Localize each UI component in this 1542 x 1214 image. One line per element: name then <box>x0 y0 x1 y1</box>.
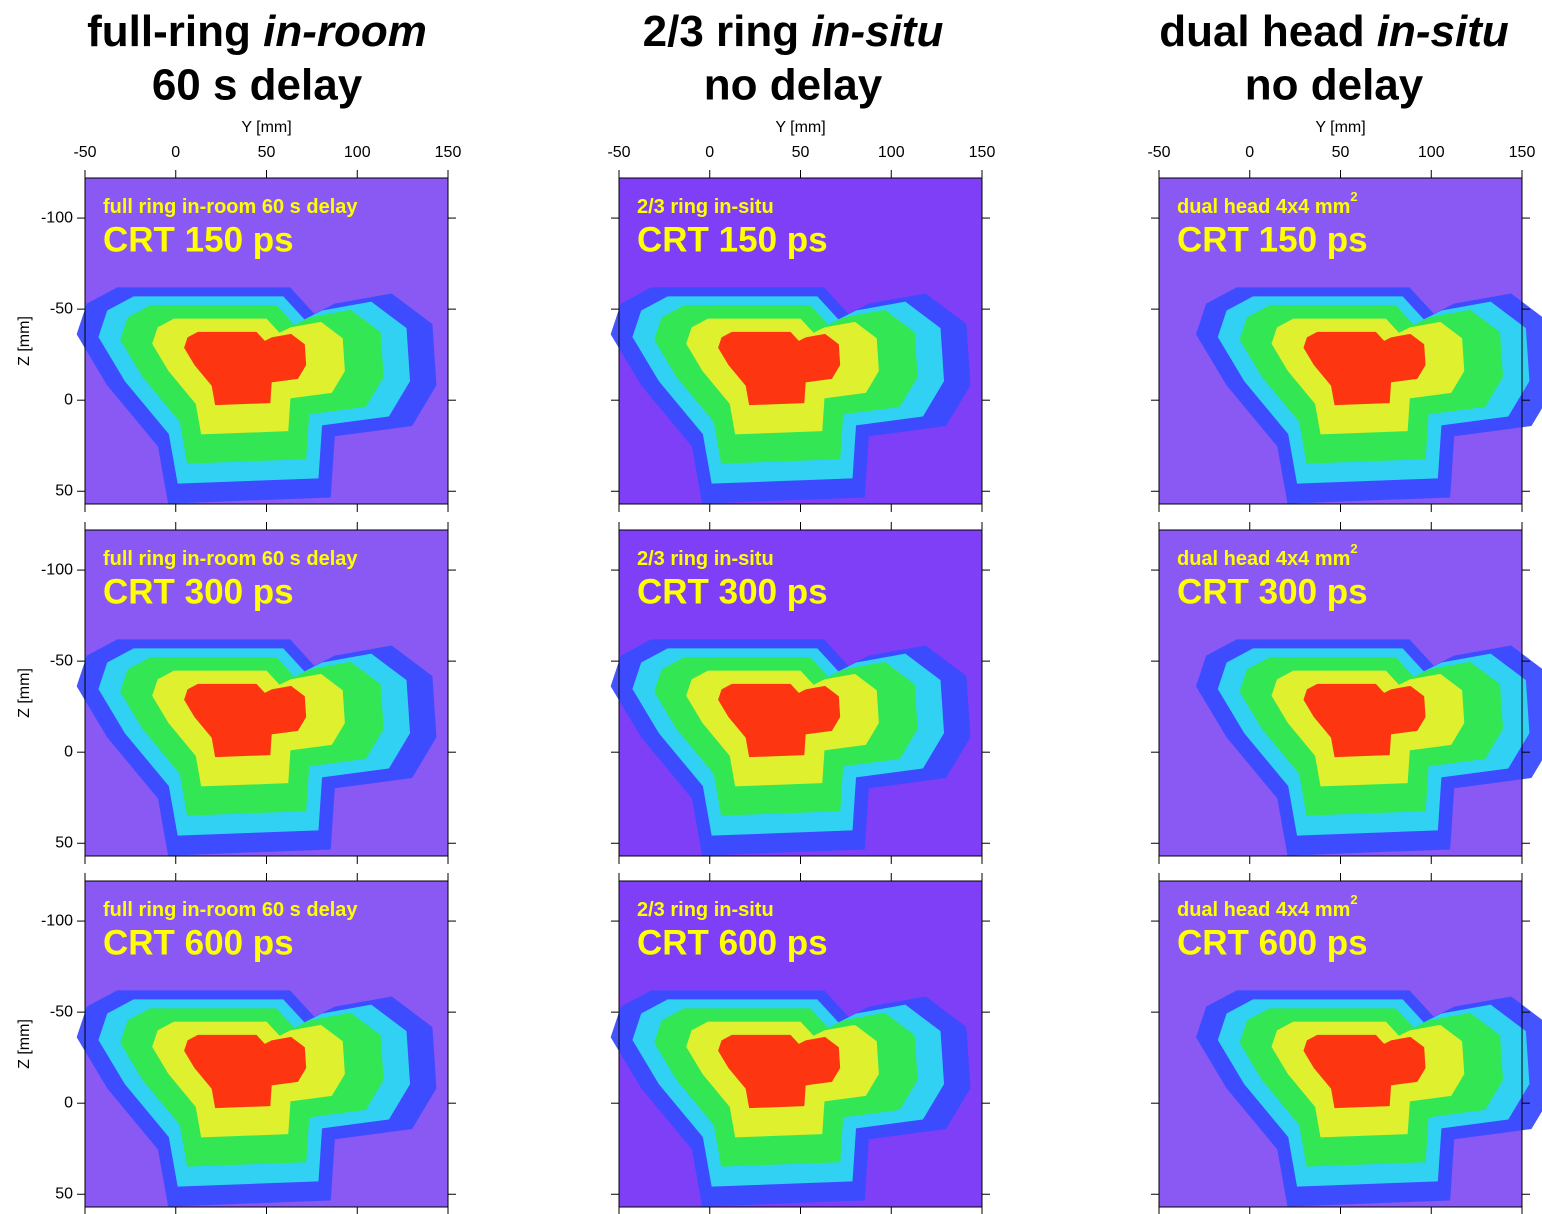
y-tick-label: 0 <box>64 1094 73 1111</box>
column-subtitle: 60 s delay <box>152 61 363 110</box>
title-italic: in-situ <box>811 7 943 56</box>
panel-crt: CRT 150 ps <box>103 220 294 259</box>
panel-label: full ring in-room 60 s delay <box>103 548 358 570</box>
y-tick-label: 50 <box>55 482 73 499</box>
title-italic: in-room <box>263 7 427 56</box>
panel-label-text: full ring in-room 60 s delay <box>103 899 358 921</box>
x-tick-label: 150 <box>435 144 462 161</box>
panel-label-text: full ring in-room 60 s delay <box>103 548 358 570</box>
column-title: full-ring in-room <box>87 7 427 56</box>
y-tick-label: -100 <box>41 912 73 929</box>
column-subtitle: no delay <box>704 61 883 110</box>
panel-crt: CRT 150 ps <box>637 220 828 259</box>
title-text: 2/3 ring <box>643 7 812 56</box>
y-tick-label: -100 <box>41 209 73 226</box>
x-axis-label: Y [mm] <box>775 119 825 136</box>
y-tick-label: 50 <box>55 834 73 851</box>
x-tick-label: 150 <box>1509 144 1536 161</box>
x-tick-label: -50 <box>607 144 630 161</box>
panel-label-text: dual head 4x4 mm <box>1177 899 1350 921</box>
panel-label: 2/3 ring in-situ <box>637 196 774 218</box>
panel-crt: CRT 300 ps <box>637 572 828 611</box>
y-tick-label: -50 <box>50 300 73 317</box>
x-tick-label: 50 <box>258 144 276 161</box>
panel-label-sup: 2 <box>1350 892 1357 907</box>
panel-label: 2/3 ring in-situ <box>637 548 774 570</box>
column-title: dual head in-situ <box>1159 7 1509 56</box>
title-italic: in-situ <box>1377 7 1509 56</box>
panel-label-sup: 2 <box>1350 541 1357 556</box>
y-tick-label: -50 <box>50 1003 73 1020</box>
x-tick-label: 100 <box>344 144 371 161</box>
x-tick-label: 50 <box>792 144 810 161</box>
title-text: full-ring <box>87 7 263 56</box>
panel-label-text: 2/3 ring in-situ <box>637 196 774 218</box>
panel-label-sup: 2 <box>1350 189 1357 204</box>
panel-crt: CRT 600 ps <box>103 923 294 962</box>
x-tick-label: 0 <box>705 144 714 161</box>
panel-crt: CRT 150 ps <box>1177 220 1368 259</box>
panel-crt: CRT 300 ps <box>103 572 294 611</box>
x-axis-label: Y [mm] <box>1315 119 1365 136</box>
x-tick-label: 0 <box>171 144 180 161</box>
panel-label-text: dual head 4x4 mm <box>1177 196 1350 218</box>
x-tick-label: 0 <box>1245 144 1254 161</box>
title-text: dual head <box>1159 7 1377 56</box>
x-axis-label: Y [mm] <box>241 119 291 136</box>
y-tick-label: 0 <box>64 743 73 760</box>
panel-label-text: 2/3 ring in-situ <box>637 548 774 570</box>
y-axis-label: Z [mm] <box>16 668 33 718</box>
x-tick-label: 50 <box>1332 144 1350 161</box>
x-tick-label: -50 <box>1147 144 1170 161</box>
y-axis-label: Z [mm] <box>16 316 33 366</box>
panel-label-text: full ring in-room 60 s delay <box>103 196 358 218</box>
panel-label: full ring in-room 60 s delay <box>103 899 358 921</box>
panel-label-text: dual head 4x4 mm <box>1177 548 1350 570</box>
x-tick-label: -50 <box>73 144 96 161</box>
figure: full-ring in-room 60 s delay 2/3 ring in-s… <box>0 0 1542 1214</box>
y-tick-label: 50 <box>55 1185 73 1202</box>
panel-crt: CRT 600 ps <box>637 923 828 962</box>
column-title: 2/3 ring in-situ <box>643 7 944 56</box>
panel-crt: CRT 300 ps <box>1177 572 1368 611</box>
panel-crt: CRT 600 ps <box>1177 923 1368 962</box>
y-axis-label: Z [mm] <box>16 1019 33 1069</box>
x-tick-label: 100 <box>878 144 905 161</box>
x-tick-label: 100 <box>1418 144 1445 161</box>
panel-label: 2/3 ring in-situ <box>637 899 774 921</box>
y-tick-label: 0 <box>64 391 73 408</box>
y-tick-label: -100 <box>41 561 73 578</box>
column-subtitle: no delay <box>1245 61 1424 110</box>
panel-label-text: 2/3 ring in-situ <box>637 899 774 921</box>
panel-label: full ring in-room 60 s delay <box>103 196 358 218</box>
y-tick-label: -50 <box>50 652 73 669</box>
x-tick-label: 150 <box>969 144 996 161</box>
